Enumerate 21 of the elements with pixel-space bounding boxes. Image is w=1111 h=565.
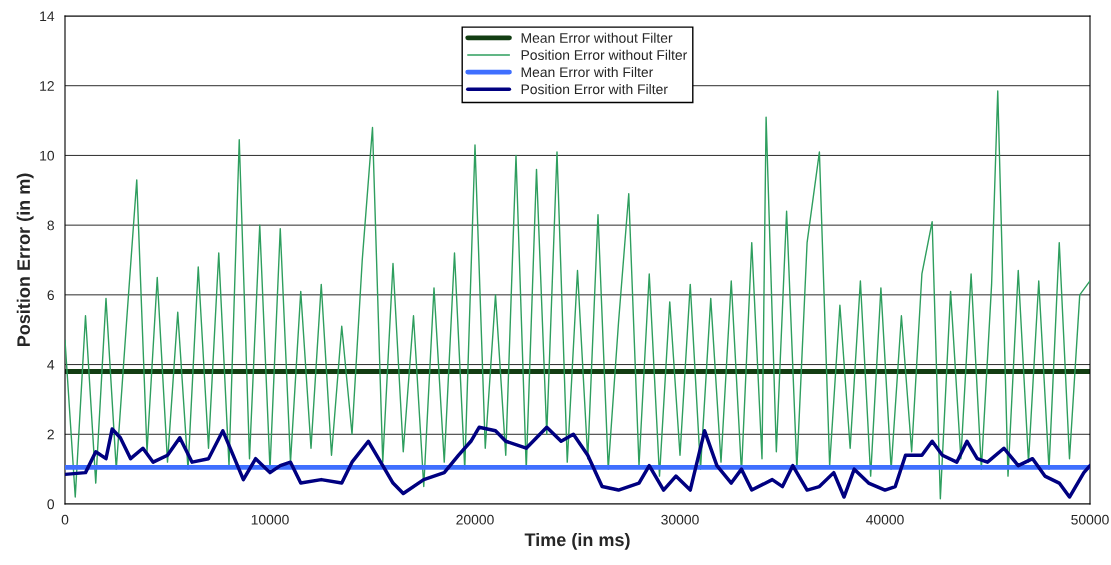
line-series: [65, 425, 1090, 499]
x-axis-title: Time (in ms): [524, 532, 630, 550]
y-tick-label: 2: [47, 429, 54, 440]
y-tick-label: 12: [40, 81, 54, 91]
x-tick-label: 20000: [456, 514, 494, 525]
y-tick-label: 10: [40, 150, 55, 161]
legend-label: Mean Error with Filter: [521, 66, 654, 78]
legend-label: Position Error with Filter: [521, 84, 668, 95]
x-tick-label: 50000: [1071, 514, 1109, 525]
legend-label: Position Error without Filter: [521, 49, 688, 60]
y-tick-label: 6: [47, 290, 54, 301]
x-tick-label: 0: [61, 514, 69, 525]
x-tick-label: 10000: [251, 514, 289, 525]
legend-label: Mean Error without Filter: [521, 32, 673, 43]
y-tick-label: 14: [40, 11, 55, 22]
y-axis-title: Position Error (in m): [16, 173, 34, 347]
x-tick-label: 40000: [866, 514, 904, 525]
y-tick-label: 0: [47, 499, 55, 510]
y-tick-label: 4: [47, 360, 55, 370]
x-tick-label: 30000: [661, 514, 699, 525]
y-tick-label: 8: [47, 220, 54, 231]
